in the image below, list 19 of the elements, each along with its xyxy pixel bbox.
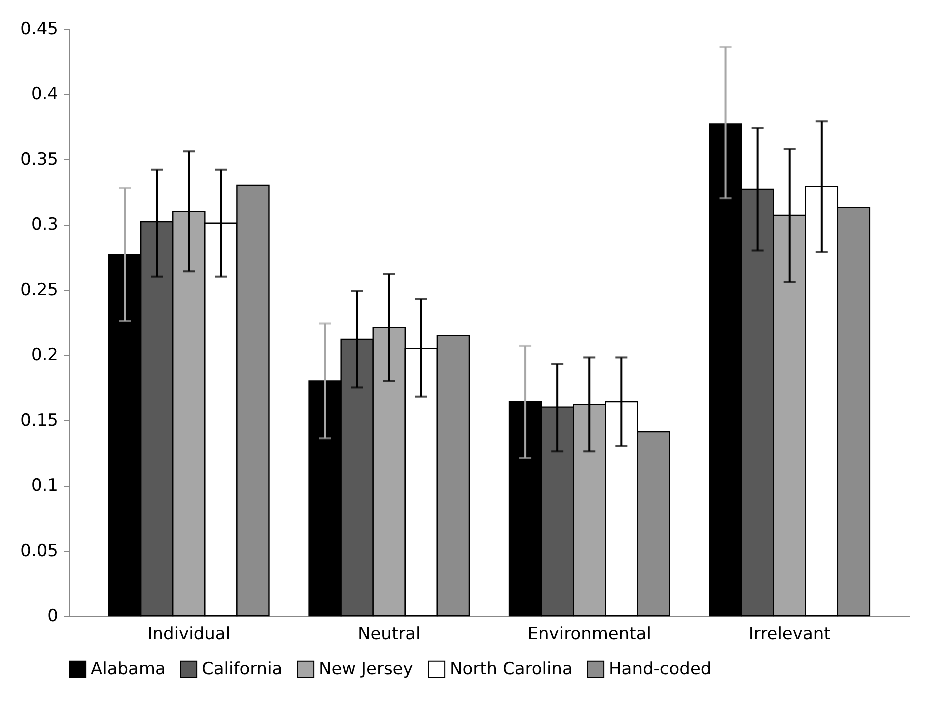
legend-label: New Jersey [319,659,414,680]
legend-label: Hand-coded [609,659,712,680]
y-tick-label: 0.1 [31,476,58,496]
y-tick-label: 0.4 [31,84,58,105]
y-tick-label: 0.15 [20,410,58,431]
y-tick-label: 0.45 [20,20,58,40]
y-tick-label: 0.3 [31,215,58,236]
x-tick-label: Environmental [528,624,652,644]
y-tick-label: 0 [48,606,58,626]
y-tick-label: 0.25 [20,280,58,300]
y-tick-label: 0.35 [20,150,58,170]
x-tick-label: Individual [148,624,231,644]
legend-label: Alabama [91,659,166,680]
x-tick-label: Neutral [358,624,421,644]
legend-label: North Carolina [450,659,573,680]
y-tick-label: 0.05 [20,541,58,562]
legend-label: California [202,659,283,680]
x-tick-label: Irrelevant [748,624,832,644]
y-tick-label: 0.2 [31,346,58,366]
